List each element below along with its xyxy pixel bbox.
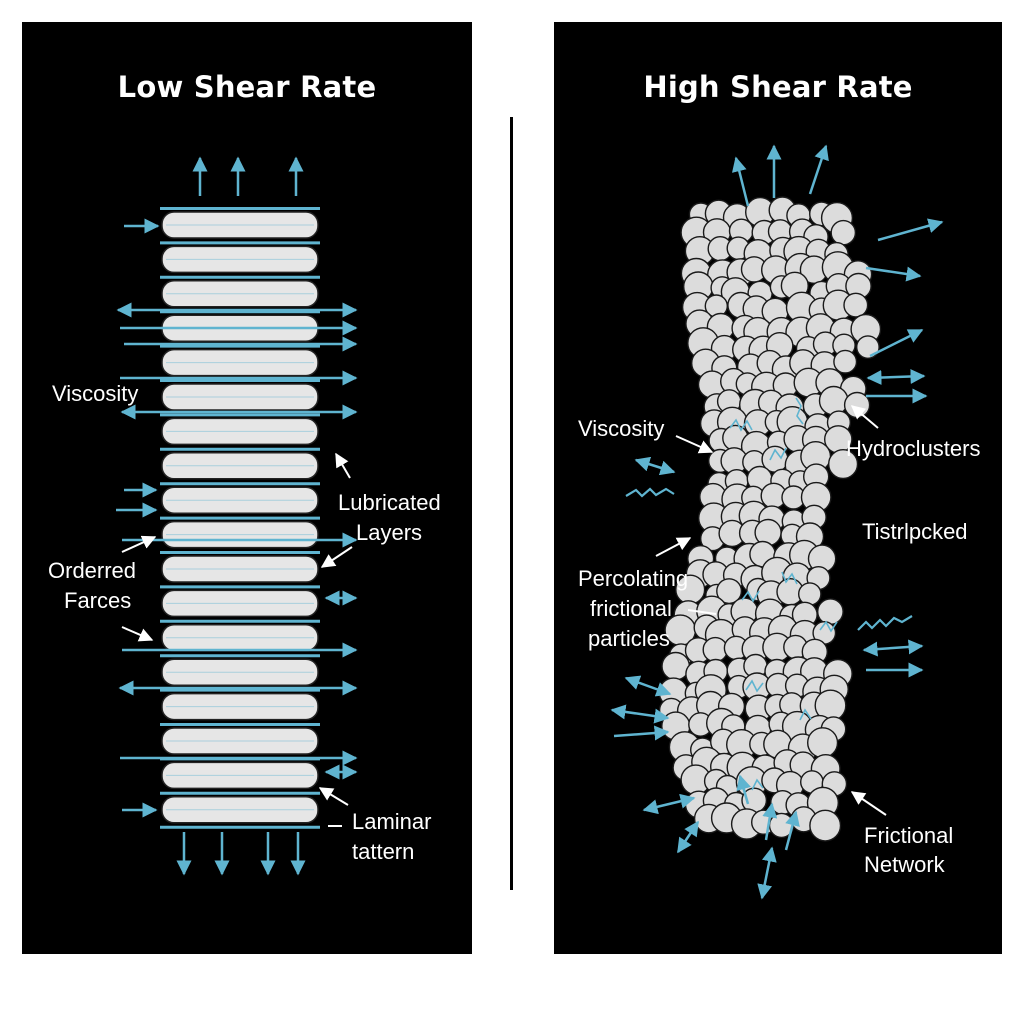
force-arrow [613,725,670,741]
force-arrow [784,810,800,851]
particle [833,349,858,374]
particle [856,335,880,359]
force-arrow [757,846,777,900]
force-arrow [676,820,700,854]
particle [806,727,839,759]
particle [702,636,729,663]
lubricated-label-line1: Lubricated [338,490,441,515]
ordered-pointer-up [121,535,157,553]
high-shear-title: High Shear Rate [643,70,913,104]
ordered-label-line1: Orderred [48,558,136,583]
frictional-network-pointer [850,791,887,816]
force-arrow [610,704,670,724]
hydroclusters-pointer [850,405,879,429]
frictional-contact-line [729,418,753,432]
laminar-label-line2: tattern [352,839,414,864]
force-arrow [736,774,751,805]
tistrlpcked-label: Tistrlpcked [862,519,968,544]
force-arrow [877,218,944,242]
high-shear-force-arrows [610,144,944,900]
particle [843,391,871,419]
percolating-label-line1: Percolating [578,566,688,591]
force-arrow [762,802,778,841]
force-arrow [808,144,829,195]
frictional-contact-line [819,620,838,633]
particle [798,582,822,606]
frictional-contact-line [781,571,798,585]
particle [827,449,859,480]
lubricated-layer-stack [160,207,320,829]
stress-jag [857,615,913,631]
left-viscosity-label: Viscosity [52,381,138,406]
frictional-contact-line [769,447,787,461]
hydroclusters-label: Hydroclusters [846,436,980,461]
ordered-pointer-down [121,626,154,642]
force-arrow [869,328,924,358]
percolating-label-line2: frictional [590,596,672,621]
particle [809,809,842,842]
laminar-pointer [318,787,349,806]
frictional-contact-line [799,708,812,721]
right-viscosity-pointer [675,435,714,454]
particle [843,292,869,318]
frictional-network-line1: Frictional [864,823,953,848]
lubricated-label-line2: Layers [356,520,422,545]
force-arrow [642,793,696,815]
particle [818,385,849,416]
force-arrow [862,639,924,657]
lubricated-pointer-down [320,546,353,568]
particle [830,219,857,246]
right-viscosity-label: Viscosity [578,416,664,441]
force-arrow [634,456,676,476]
force-arrow [731,156,750,207]
laminar-label-line1: Laminar [352,809,431,834]
force-arrow [865,266,922,282]
force-arrow [866,368,926,386]
ordered-label-line2: Farces [64,588,131,613]
percolating-label-line3: particles [588,626,670,651]
frictional-contact-line [741,590,760,603]
frictional-contact-line [751,778,764,791]
frictional-contact-line [745,679,764,693]
force-arrow [624,675,672,697]
particle [661,651,691,681]
lubricated-pointer-up [335,452,351,479]
particle [817,598,844,625]
stress-jag [625,487,675,498]
center-divider [510,117,513,890]
percolating-pointer-up [655,537,692,557]
frictional-contact-line [795,397,804,425]
frictional-network-line2: Network [864,852,946,877]
low-shear-flow-arrows [116,156,358,876]
particle-cluster [658,196,882,842]
low-shear-title: Low Shear Rate [117,70,377,104]
percolating-pointer-mid [687,609,717,615]
